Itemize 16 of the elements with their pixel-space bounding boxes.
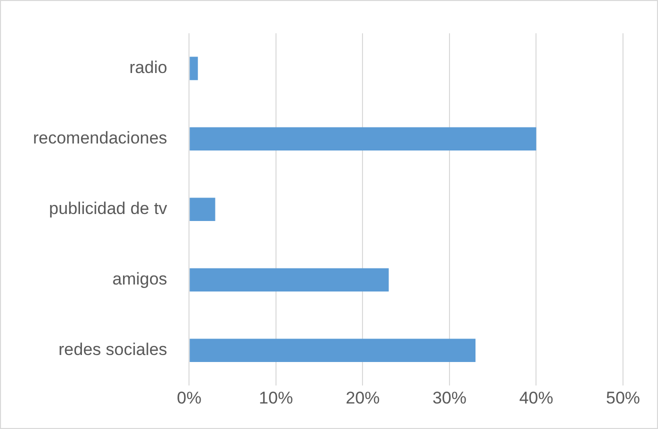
x-tick-label: 10% [258, 388, 293, 408]
bar [190, 268, 389, 292]
y-tick-label: amigos [112, 270, 168, 289]
bar [190, 127, 536, 151]
y-tick-label: redes sociales [58, 340, 168, 360]
x-tick-label: 0% [176, 388, 202, 408]
bar [190, 56, 198, 80]
bar [190, 198, 216, 222]
x-tick-label: 30% [432, 388, 466, 408]
y-tick-label: publicidad de tv [49, 199, 168, 218]
y-tick-label: radio [129, 58, 168, 78]
x-tick-label: 20% [346, 388, 380, 408]
y-tick-label: recomendaciones [32, 128, 168, 148]
bar [190, 338, 476, 362]
x-tick-label: 40% [519, 388, 554, 408]
x-tick-label: 50% [606, 388, 640, 408]
